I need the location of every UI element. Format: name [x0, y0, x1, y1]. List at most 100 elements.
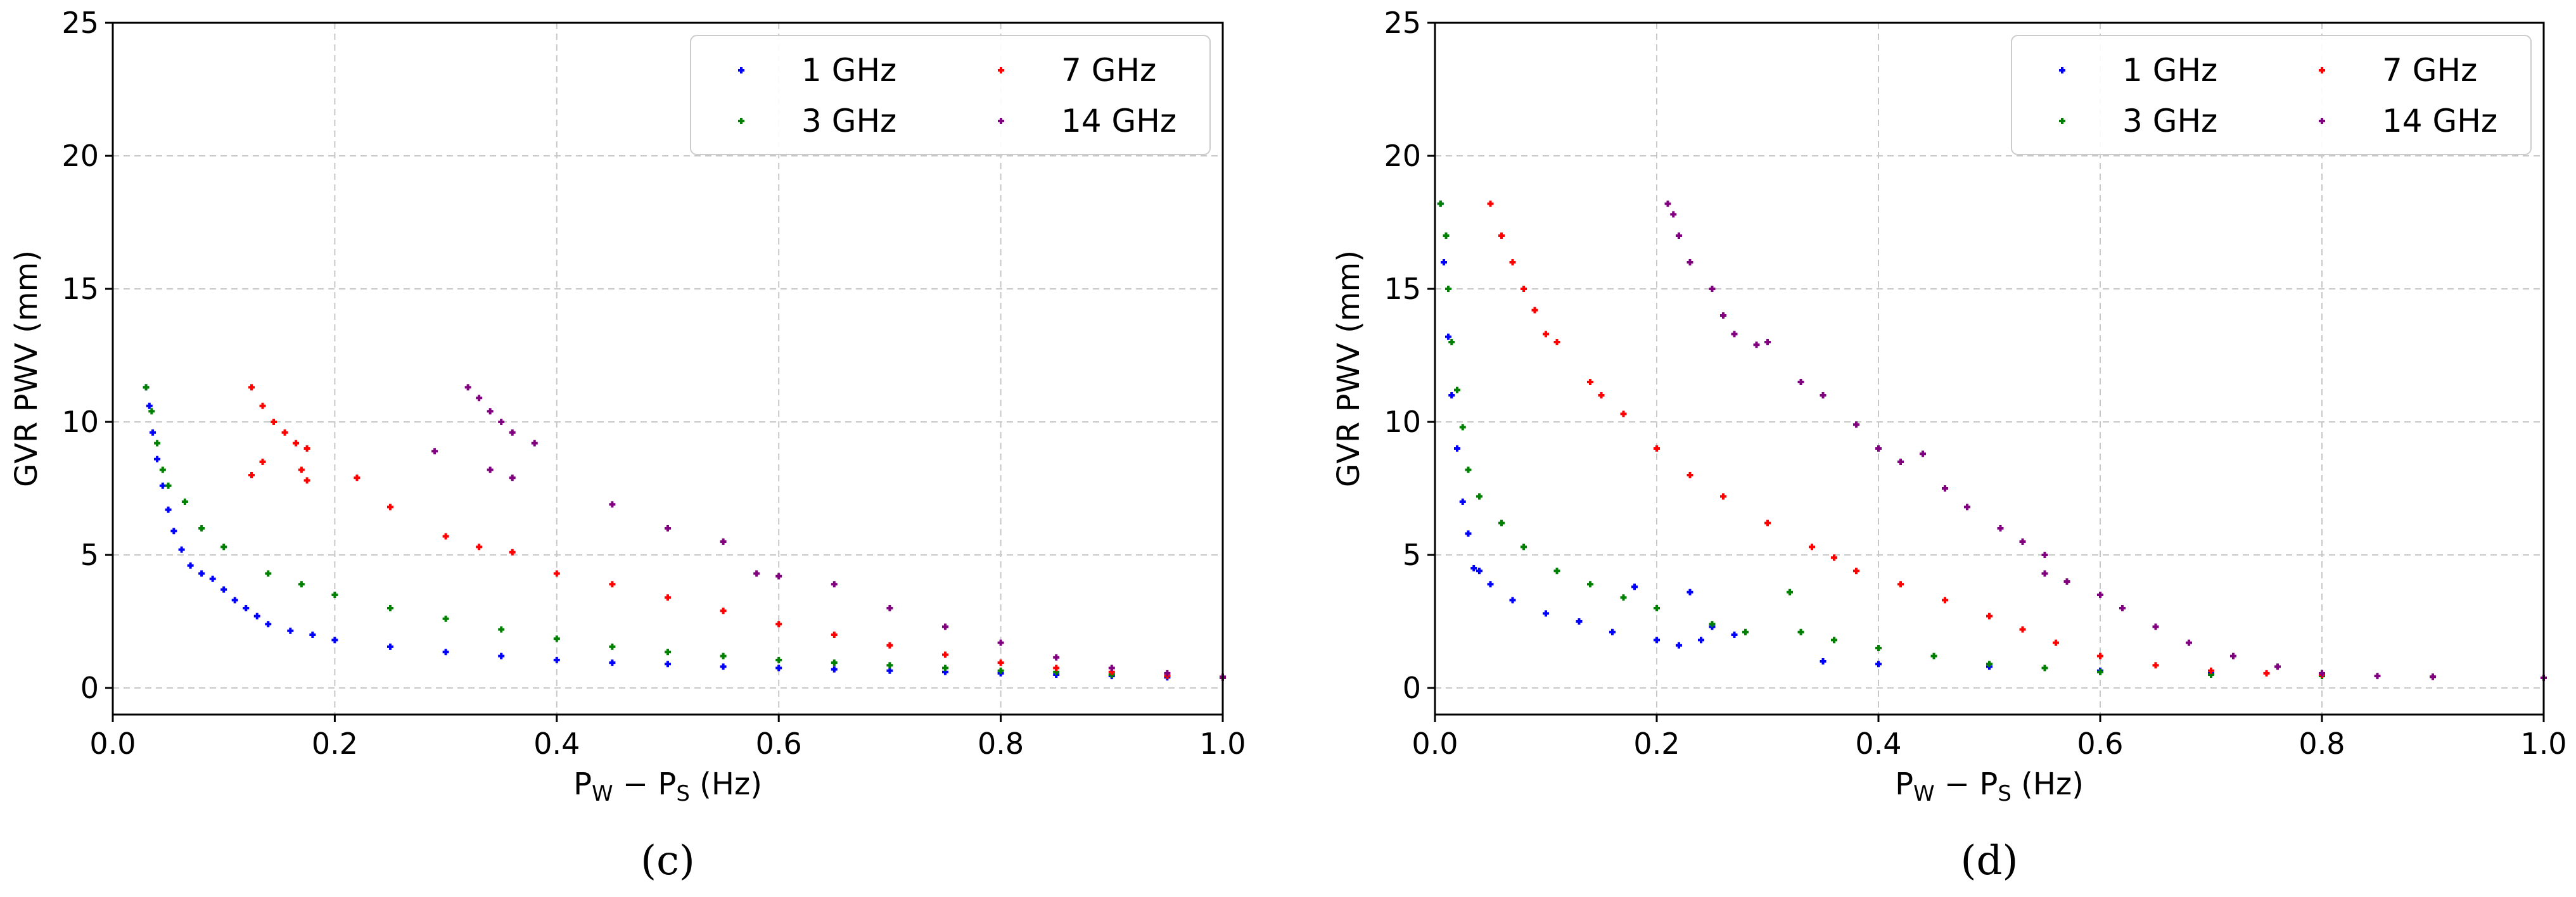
data-point	[198, 525, 205, 531]
data-point	[2041, 570, 2048, 577]
x-axis-ticks: 0.0 0.2 0.4 0.6 0.8 1.0	[89, 715, 1246, 761]
data-point	[886, 667, 893, 674]
data-point	[1687, 259, 1693, 265]
data-point	[1709, 621, 1716, 628]
legend-entry-label: 14 GHz	[1061, 103, 1176, 139]
data-point	[831, 659, 838, 666]
data-points	[143, 384, 1226, 682]
data-point	[1764, 339, 1771, 345]
data-point	[1441, 259, 1447, 265]
legend-box	[690, 35, 1211, 155]
data-point	[248, 472, 255, 478]
y-tick-label: 25	[61, 6, 99, 40]
data-point	[1576, 618, 1583, 625]
data-point	[1459, 499, 1466, 505]
y-axis-label: GVR PWV (mm)	[1331, 250, 1367, 487]
data-point	[2041, 552, 2048, 558]
data-point	[1654, 637, 1660, 644]
data-point	[1831, 637, 1837, 644]
y-tick-label: 20	[61, 139, 99, 173]
data-point	[1521, 286, 1527, 292]
data-point	[2263, 670, 2270, 677]
panel-label: (c)	[641, 837, 695, 884]
data-point	[1753, 341, 1760, 348]
data-point	[1543, 331, 1549, 338]
data-point	[2041, 665, 2048, 671]
data-point	[178, 546, 185, 553]
data-point	[148, 408, 155, 415]
data-point	[1676, 232, 1682, 239]
legend-marker	[998, 67, 1004, 73]
legend-marker	[738, 118, 744, 124]
data-point	[509, 549, 516, 556]
data-point	[942, 623, 948, 630]
data-point	[1687, 472, 1693, 478]
y-tick-label: 15	[1384, 272, 1421, 306]
data-point	[170, 528, 177, 535]
data-point	[198, 570, 205, 577]
data-point	[1053, 654, 1060, 661]
data-point	[509, 474, 516, 481]
data-point	[609, 643, 616, 650]
data-point	[2119, 605, 2126, 611]
data-point	[1476, 493, 1482, 500]
data-point	[1487, 200, 1494, 207]
data-point	[1164, 670, 1171, 677]
data-point	[2097, 668, 2103, 675]
legend-marker	[738, 67, 744, 73]
y-tick-label: 0	[80, 671, 99, 705]
data-point	[498, 652, 505, 659]
data-point	[154, 455, 161, 462]
data-point	[1797, 379, 1804, 385]
series-14-ghz	[431, 384, 1226, 680]
data-point	[2019, 538, 2026, 545]
series-7-ghz	[1487, 200, 2547, 682]
y-tick-label: 5	[1403, 538, 1421, 572]
data-point	[1875, 645, 1882, 651]
y-axis-ticks: 0 5 10 15 20 25	[61, 6, 113, 705]
data-point	[476, 395, 483, 402]
data-point	[271, 419, 277, 425]
data-point	[1742, 628, 1749, 635]
data-point	[303, 445, 310, 452]
x-tick-label: 0.4	[1855, 727, 1901, 761]
series-1-ghz	[143, 384, 1226, 682]
data-point	[1465, 530, 1472, 537]
data-point	[531, 440, 538, 447]
data-point	[1531, 307, 1538, 314]
x-tick-label: 0.6	[2077, 727, 2123, 761]
data-point	[720, 608, 727, 614]
data-point	[309, 632, 316, 638]
x-tick-label: 0.6	[756, 727, 802, 761]
data-point	[1654, 605, 1660, 611]
data-point	[831, 632, 838, 638]
data-point	[1897, 581, 1904, 588]
data-point	[298, 581, 305, 588]
y-tick-label: 10	[61, 405, 99, 439]
plot-frame	[1434, 22, 2545, 716]
data-point	[265, 621, 272, 628]
legend-entry-label: 7 GHz	[2382, 52, 2477, 89]
data-point	[2097, 652, 2103, 659]
data-point	[331, 592, 338, 598]
data-point	[1986, 613, 1993, 620]
data-point	[775, 665, 782, 671]
data-point	[1445, 286, 1451, 292]
x-tick-label: 0.8	[2299, 727, 2345, 761]
legend: 1 GHz 3 GHz 7 GHz 14 GHz	[690, 35, 1211, 155]
data-point	[1920, 450, 1926, 457]
data-point	[775, 573, 782, 580]
x-axis-ticks: 0.0 0.2 0.4 0.6 0.8 1.0	[1412, 715, 2567, 761]
data-point	[487, 466, 494, 473]
data-point	[476, 544, 483, 550]
data-point	[1587, 581, 1593, 588]
data-point	[253, 613, 260, 620]
data-point	[2097, 592, 2103, 598]
y-tick-label: 5	[80, 538, 99, 572]
data-point	[1448, 392, 1455, 398]
data-point	[1731, 632, 1738, 638]
data-point	[831, 581, 838, 588]
data-point	[464, 384, 471, 391]
y-tick-label: 10	[1384, 405, 1421, 439]
